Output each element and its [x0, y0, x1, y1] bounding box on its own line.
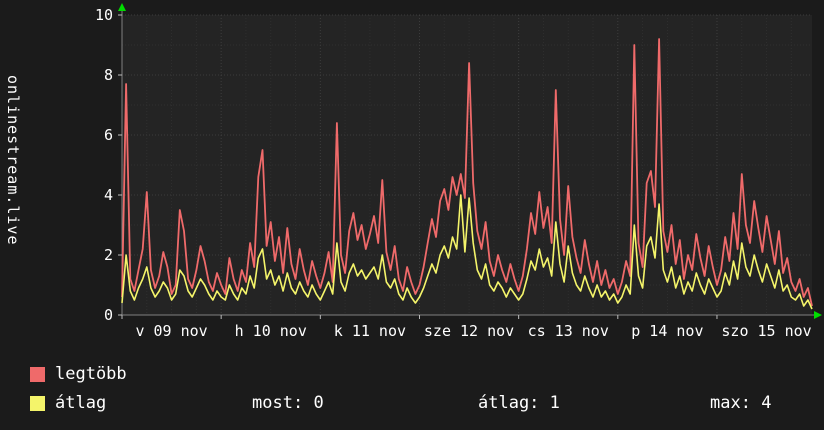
legend-item-max: legtöbb [30, 364, 127, 384]
x-tick-label: cs 13 nov [528, 322, 609, 340]
stat-most: most: 0 [252, 393, 324, 413]
stat-max: max: 4 [710, 393, 771, 413]
stat-atlag: átlag: 1 [478, 393, 560, 413]
stat-most-label: most: [252, 393, 304, 413]
y-tick-label: 4 [104, 186, 113, 204]
stat-max-value: 4 [761, 393, 772, 413]
x-tick-label: sze 12 nov [424, 322, 514, 340]
series-line-max [121, 38, 813, 307]
x-tick-label: h 10 nov [235, 322, 307, 340]
series-line-avg [121, 194, 813, 310]
y-tick-label: 8 [104, 66, 113, 84]
y-tick-label: 0 [104, 306, 113, 324]
x-tick-label: p 14 nov [631, 322, 703, 340]
legend-label-max: legtöbb [55, 364, 127, 384]
stat-atlag-value: 1 [549, 393, 560, 413]
legend-swatch-max [30, 366, 45, 382]
x-axis-arrow-icon [814, 311, 822, 319]
x-tick-label: v 09 nov [135, 322, 207, 340]
y-axis-arrow-icon [118, 3, 126, 11]
vertical-axis-title: onlinestream.live [4, 74, 22, 246]
y-tick-label: 10 [95, 6, 113, 24]
stat-most-value: 0 [313, 393, 324, 413]
legend-item-avg: átlag [30, 393, 106, 413]
legend-label-avg: átlag [55, 393, 107, 413]
stat-max-label: max: [710, 393, 751, 413]
y-tick-label: 6 [104, 126, 113, 144]
y-tick-label: 2 [104, 246, 113, 264]
chart-svg: 0 2 4 6 8 10 v 09 nov h 10 nov k 11 nov sze 12 no… [95, 3, 822, 340]
legend-swatch-avg [30, 395, 45, 411]
x-tick-label: szo 15 nov [721, 322, 811, 340]
legend-and-stats: legtöbb átlag most: 0 átlag: 1 max: 4 [0, 355, 824, 430]
stat-atlag-label: átlag: [478, 393, 540, 413]
x-tick-label: k 11 nov [334, 322, 406, 340]
